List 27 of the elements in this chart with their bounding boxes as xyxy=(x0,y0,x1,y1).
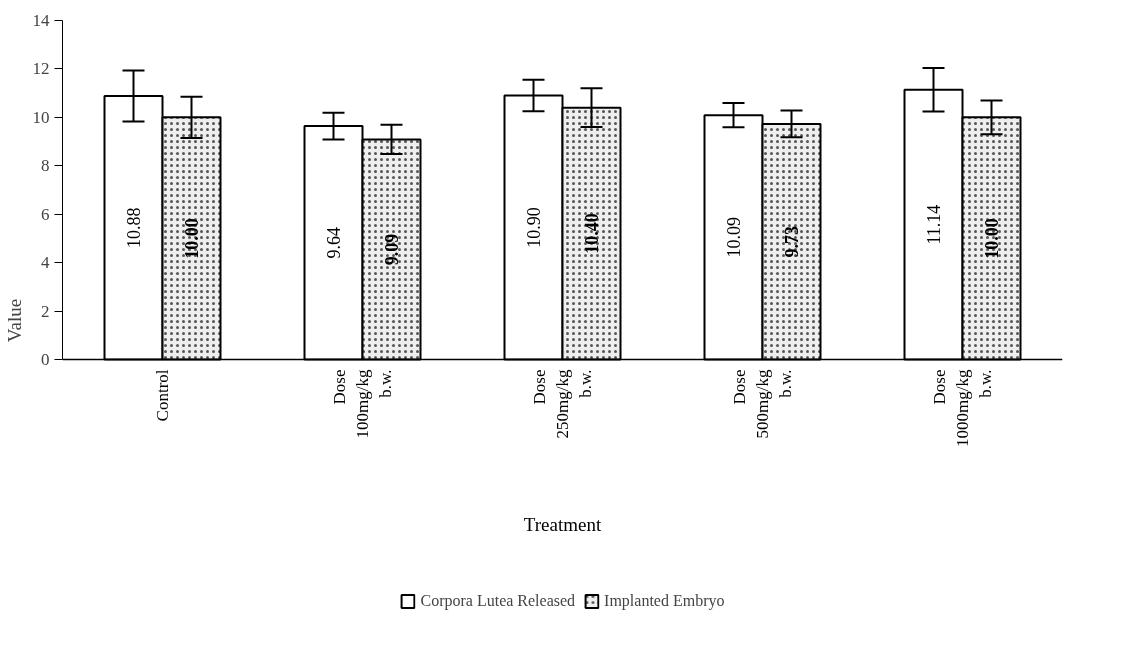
y-tick-label: 0 xyxy=(41,349,50,369)
data-label: 9.64 xyxy=(324,227,344,259)
data-label: 10.90 xyxy=(524,207,544,248)
y-tick-label: 6 xyxy=(41,204,50,224)
legend-label: Implanted Embryo xyxy=(604,592,725,610)
data-label: 10.00 xyxy=(182,218,202,259)
y-tick-label: 12 xyxy=(32,59,50,79)
data-label: 9.09 xyxy=(382,233,402,266)
data-label: 10.88 xyxy=(124,207,144,249)
y-tick-label: 10 xyxy=(32,107,50,127)
data-label: 9.73 xyxy=(782,225,802,258)
x-tick-label: Dose 500mg/kg b.w. xyxy=(730,368,795,439)
data-label: 11.14 xyxy=(924,204,944,245)
y-tick-label: 4 xyxy=(41,253,50,273)
x-tick-label: Dose 100mg/kg b.w. xyxy=(330,368,395,439)
y-tick-label: 14 xyxy=(32,11,50,30)
data-label: 10.40 xyxy=(582,213,602,254)
x-tick-label: Dose 1000mg/kg b.w. xyxy=(930,368,995,447)
data-label: 10.09 xyxy=(724,217,744,258)
y-axis-title: Value xyxy=(3,298,25,343)
x-axis-title: Treatment xyxy=(523,513,602,535)
x-tick-label: Dose 250mg/kg b.w. xyxy=(530,368,595,439)
legend-label: Corpora Lutea Released xyxy=(420,592,576,610)
y-tick-label: 2 xyxy=(41,301,50,321)
data-label: 10.00 xyxy=(982,218,1002,259)
y-tick-label: 8 xyxy=(41,156,50,176)
x-tick-label: Control xyxy=(153,369,172,422)
